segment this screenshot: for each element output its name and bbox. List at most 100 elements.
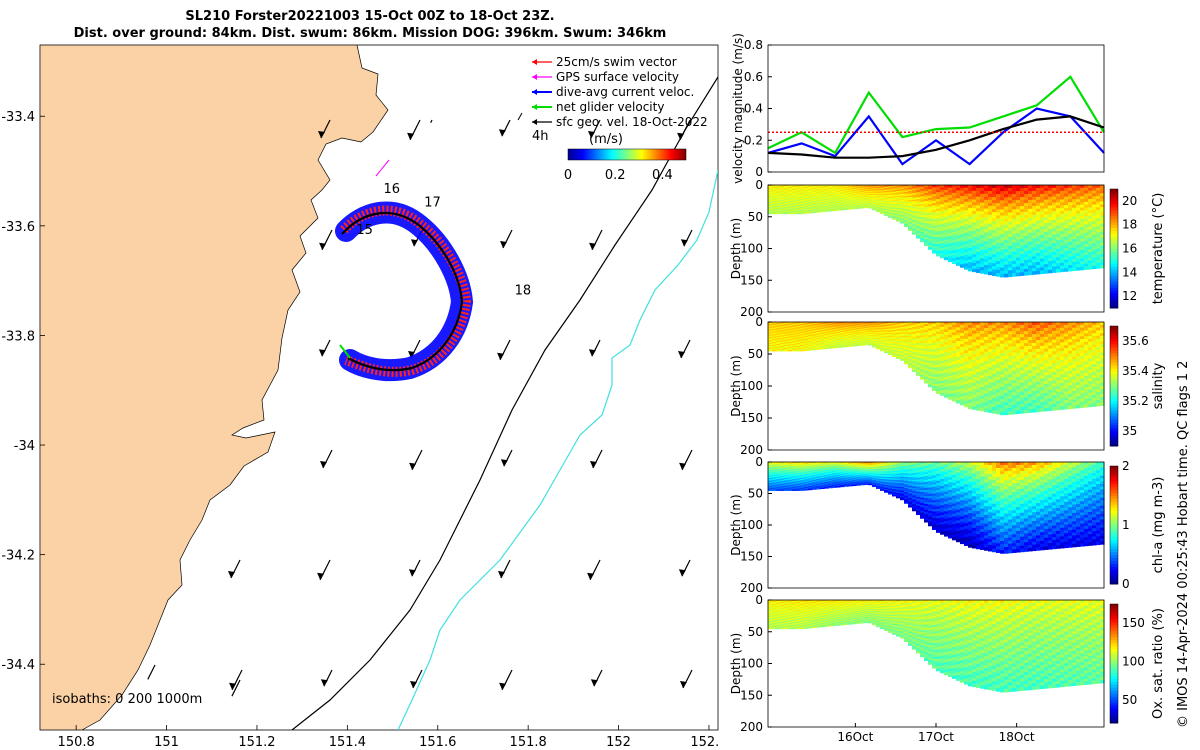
current-arrow [498, 559, 511, 579]
colorbar [1109, 603, 1119, 724]
colorbar-label: salinity [1151, 362, 1166, 409]
depth-tick-label: 200 [740, 720, 763, 734]
colorbar-label: chl-a (mg m-3) [1151, 477, 1166, 574]
current-arrow [409, 449, 423, 471]
depth-tick-label: 150 [740, 273, 763, 287]
lat-tick-label: -33.8 [1, 329, 35, 344]
current-arrow [408, 559, 421, 577]
figure-title-line2: Dist. over ground: 84km. Dist. swum: 86k… [73, 26, 667, 41]
lat-tick-label: -34.2 [1, 549, 35, 564]
current-arrow [500, 449, 513, 467]
depth-tick-label: 200 [740, 581, 763, 595]
colorbar-label: temperature (°C) [1151, 193, 1166, 305]
colorbar-tick-label: 12 [1122, 289, 1137, 303]
date-tick-label: 16Oct [837, 730, 873, 744]
depth-tick-label: 100 [740, 379, 763, 393]
heatmap-cells [768, 185, 1105, 278]
date-tick-label: 17Oct [918, 730, 954, 744]
current-arrow [590, 669, 603, 687]
oxygen-saturation-panel: 0 50 100 150 200 Depth (m) 50 100 150 Ox. sat. ra… [729, 593, 1166, 744]
colorbar-tick-label: 16 [1122, 242, 1137, 256]
current-arrow [677, 119, 691, 141]
current-arrow [229, 669, 243, 691]
current-arrow [320, 449, 333, 469]
lon-tick-label: 151.2 [238, 735, 275, 750]
map-axis-ticks: 150.8 151 151.2 151.4 151.6 151.8 152 152.2 -33.… [1, 110, 720, 750]
current-arrow [680, 229, 693, 247]
surface-current-arrows [147, 119, 693, 697]
imos-credit: © IMOS 14-Apr-2024 00:25:43 Hobart time.… [1176, 360, 1191, 728]
depth-axis-label: Depth (m) [729, 355, 743, 416]
lon-tick-label: 152 [606, 735, 631, 750]
lat-tick-label: -34 [14, 439, 35, 454]
day-label: 17 [424, 196, 441, 211]
lon-tick-label: 150.8 [58, 735, 95, 750]
current-arrow [407, 119, 421, 141]
legend-label: net glider velocity [556, 100, 664, 114]
colorbar-tick-label: 20 [1122, 194, 1137, 208]
series-line [767, 115, 1105, 159]
series-line [767, 75, 1105, 155]
current-arrow [680, 669, 693, 689]
chl-a-panel: 0 50 100 150 200 Depth (m) 0 1 2 chl-a (mg m-3) [729, 455, 1166, 595]
depth-tick-label: 100 [740, 657, 763, 671]
speed-colorbar-label: (m/s) [589, 132, 623, 147]
depth-tick-label: 150 [740, 688, 763, 702]
lon-tick-label: 151.6 [419, 735, 456, 750]
current-arrow [410, 669, 423, 689]
colorbar-tick-label: 35.6 [1122, 334, 1149, 348]
isobath-200m [397, 169, 718, 730]
lon-tick-label: 152.2 [690, 735, 720, 750]
series-line [767, 107, 1105, 166]
current-arrow [590, 449, 603, 469]
current-arrow [678, 559, 691, 577]
date-tick-label: 18Oct [999, 730, 1035, 744]
speed-colorbar: (m/s) 0 0.2 0.4 [564, 132, 687, 183]
current-arrow [588, 119, 601, 139]
ytick-label: 0 [755, 165, 763, 179]
temperature-panel: 0 50 100 150 200 Depth (m) 12 14 16 18 20 temperatu… [729, 178, 1166, 319]
depth-tick-label: 0 [755, 455, 763, 469]
lon-tick-label: 151 [154, 735, 179, 750]
depth-axis-label: Depth (m) [729, 633, 743, 694]
current-arrow [679, 449, 693, 471]
day-label: 15 [356, 223, 373, 238]
depth-tick-label: 200 [740, 443, 763, 457]
velocity-axes [767, 44, 1105, 173]
legend-label: GPS surface velocity [556, 70, 679, 84]
legend-label: sfc geo. vel. 18-Oct-2022 [556, 115, 708, 129]
legend-label: dive-avg current veloc. [556, 85, 694, 99]
depth-tick-label: 50 [748, 625, 763, 639]
colorbar-tick-label: 1 [1122, 518, 1130, 532]
depth-tick-label: 150 [740, 411, 763, 425]
lat-tick-label: -34.4 [1, 658, 35, 673]
depth-tick-label: 0 [755, 178, 763, 192]
colorbar-tick-label: 2 [1122, 459, 1130, 473]
current-arrow [231, 679, 241, 697]
colorbar-tick-label: 14 [1122, 265, 1137, 279]
isobath-label: isobaths: 0 200 1000m [52, 692, 202, 707]
current-arrow [318, 339, 331, 357]
depth-tick-label: 100 [740, 518, 763, 532]
current-arrow [318, 119, 331, 139]
depth-tick-label: 0 [755, 315, 763, 329]
current-arrow [320, 669, 333, 687]
salinity-panel: 0 50 100 150 200 Depth (m) 35 35.2 35.4 35.6salin… [729, 315, 1166, 457]
glider-track [335, 159, 474, 382]
current-arrow [678, 339, 691, 359]
colorbar-tick-label: 18 [1122, 218, 1137, 232]
lon-tick-label: 151.8 [510, 735, 547, 750]
current-arrow [589, 229, 603, 251]
current-arrow [317, 559, 331, 581]
current-arrow [319, 229, 333, 251]
velocity-ylabel: velocity magnitude (m/s) [731, 33, 745, 184]
colorbar [1109, 188, 1119, 309]
colorbar-tick-label: 0.2 [605, 168, 626, 183]
depth-axis-label: Depth (m) [729, 494, 743, 555]
isobath-1000m [291, 76, 718, 730]
lon-tick-label: 151.4 [329, 735, 366, 750]
current-arrow [500, 229, 513, 249]
colorbar-tick-label: 100 [1122, 655, 1145, 669]
